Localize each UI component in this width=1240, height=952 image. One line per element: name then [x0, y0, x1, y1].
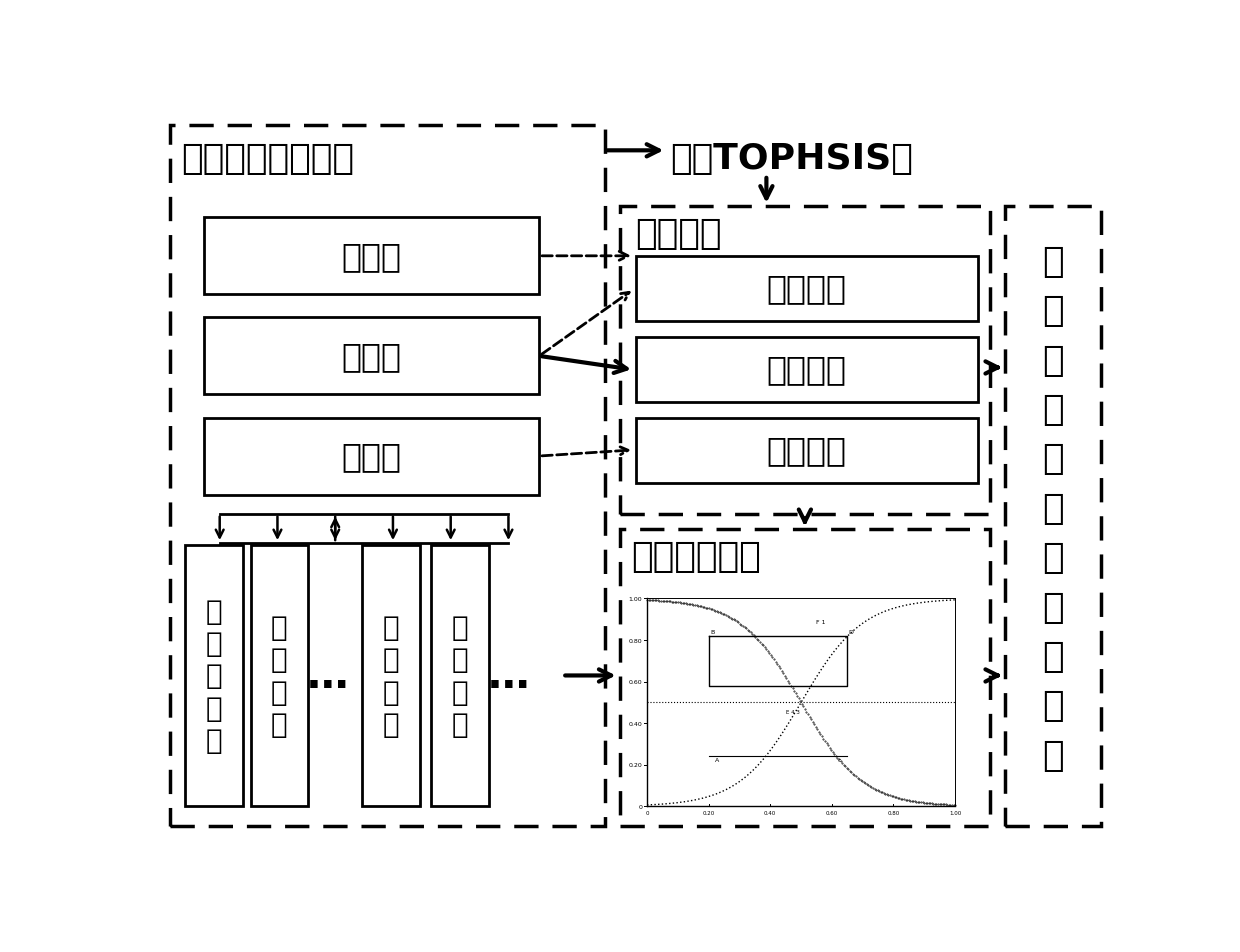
- Text: 0.40: 0.40: [764, 810, 776, 815]
- Text: 资源效率: 资源效率: [766, 272, 847, 306]
- Text: 发: 发: [1042, 343, 1064, 377]
- Bar: [205, 218, 539, 295]
- Bar: [432, 545, 490, 806]
- Text: 0.60: 0.60: [629, 680, 642, 684]
- Bar: [205, 318, 539, 395]
- Text: 展: 展: [1042, 392, 1064, 426]
- Text: 转: 转: [1042, 688, 1064, 723]
- Text: …: …: [306, 655, 348, 697]
- Text: 生态效率: 生态效率: [766, 353, 847, 387]
- Text: 废
气
排
放: 废 气 排 放: [451, 613, 469, 739]
- Text: 0.20: 0.20: [703, 810, 714, 815]
- Text: 式: 式: [1042, 491, 1064, 526]
- Text: 水
资
源
效
率: 水 资 源 效 率: [206, 597, 222, 755]
- Text: 废
水
排
放: 废 水 排 放: [382, 613, 399, 739]
- Text: 0.20: 0.20: [629, 763, 642, 767]
- Bar: [635, 337, 978, 403]
- Text: D: D: [849, 629, 853, 635]
- Text: 市: 市: [1042, 294, 1064, 327]
- Text: 型: 型: [1042, 738, 1064, 772]
- Text: 1.00: 1.00: [949, 810, 961, 815]
- Text: 0.80: 0.80: [629, 638, 642, 643]
- Text: 0.80: 0.80: [888, 810, 899, 815]
- Text: 0.40: 0.40: [629, 721, 642, 726]
- Text: 、: 、: [1042, 541, 1064, 575]
- Text: 目标层: 目标层: [341, 240, 402, 273]
- Bar: [635, 418, 978, 484]
- Text: 0: 0: [639, 804, 642, 809]
- Text: 城: 城: [1042, 245, 1064, 278]
- Text: 0.60: 0.60: [826, 810, 838, 815]
- Text: 建立评价指标体系: 建立评价指标体系: [181, 142, 355, 176]
- Text: A: A: [714, 757, 719, 762]
- Bar: [250, 545, 309, 806]
- Text: 指标层: 指标层: [341, 440, 402, 473]
- Text: 0: 0: [645, 810, 649, 815]
- Text: 环境效率: 环境效率: [766, 434, 847, 466]
- Bar: [185, 545, 243, 806]
- Text: 1.00: 1.00: [629, 596, 642, 602]
- Text: E 4 3: E 4 3: [786, 709, 800, 714]
- Text: 环境绩效: 环境绩效: [635, 216, 722, 250]
- Text: c: c: [838, 757, 842, 762]
- Text: …: …: [487, 655, 529, 697]
- Text: 模: 模: [1042, 442, 1064, 476]
- Text: 城市发展模式: 城市发展模式: [631, 540, 761, 573]
- Text: F 1: F 1: [816, 620, 826, 625]
- Text: 准则层: 准则层: [341, 340, 402, 373]
- Text: B: B: [711, 629, 714, 635]
- Text: 电
力
资
源: 电 力 资 源: [270, 613, 288, 739]
- Text: 熵权TOPHSIS法: 熵权TOPHSIS法: [670, 142, 913, 176]
- Bar: [635, 256, 978, 322]
- Text: 径: 径: [1042, 640, 1064, 673]
- Text: 路: 路: [1042, 590, 1064, 624]
- Bar: [205, 418, 539, 495]
- Bar: [362, 545, 420, 806]
